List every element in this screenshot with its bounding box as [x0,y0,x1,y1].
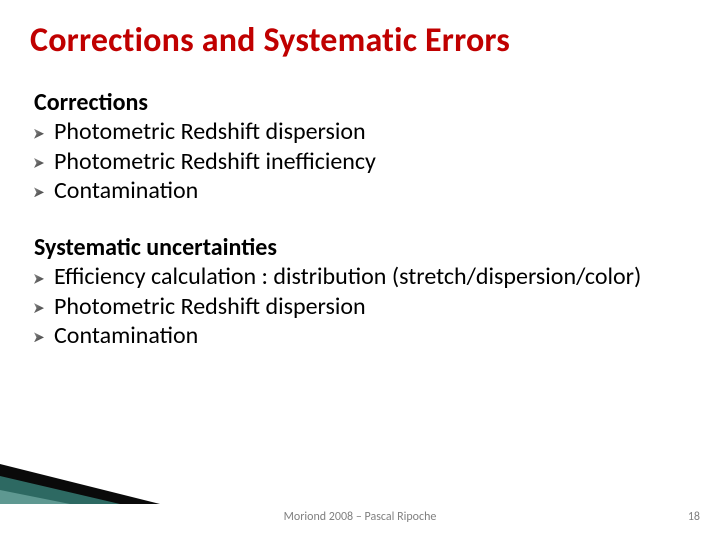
slide-body: Corrections Photometric Redshift dispers… [34,88,674,378]
footer-text: Moriond 2008 – Pascal Ripoche [0,510,720,524]
bullet-list-systematic: Efficiency calculation : distribution (s… [34,262,674,350]
list-item: Photometric Redshift dispersion [34,292,674,321]
slide-title: Corrections and Systematic Errors [30,20,510,61]
list-item: Contamination [34,176,674,205]
section-heading-systematic: Systematic uncertainties [34,233,674,262]
slide: Corrections and Systematic Errors Correc… [0,0,720,540]
list-item: Efficiency calculation : distribution (s… [34,262,674,291]
list-item: Photometric Redshift dispersion [34,117,674,146]
list-item: Contamination [34,321,674,350]
list-item: Photometric Redshift inefficiency [34,147,674,176]
decorative-wedge-icon [0,464,160,504]
bullet-list-corrections: Photometric Redshift dispersion Photomet… [34,117,674,205]
page-number: 18 [688,510,700,524]
section-heading-corrections: Corrections [34,88,674,117]
